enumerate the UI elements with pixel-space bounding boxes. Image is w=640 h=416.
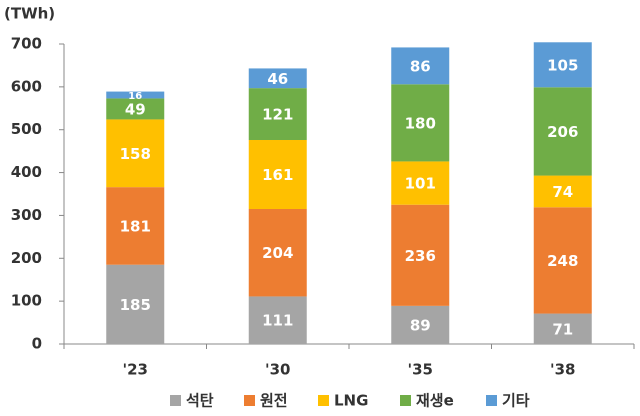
bar-segment: [391, 204, 450, 306]
legend-label: 기타: [502, 392, 530, 410]
bar-segment: [248, 140, 307, 209]
value-label: 236: [405, 247, 436, 265]
value-label: 49: [125, 100, 146, 118]
y-tick-label: 700: [11, 35, 42, 53]
value-label: 16: [128, 91, 142, 102]
bar-segment: [391, 47, 450, 85]
bar-segment: [533, 87, 592, 176]
bar-segment: [533, 313, 592, 344]
bar-segment: [106, 264, 165, 344]
bar-segment: [106, 187, 165, 265]
y-tick-label: 600: [11, 77, 42, 95]
legend-label: 석탄: [186, 392, 214, 410]
value-label: 101: [405, 175, 436, 193]
legend-swatch: [244, 395, 255, 406]
y-tick-label: 100: [11, 292, 42, 310]
value-label: 111: [262, 312, 293, 330]
value-label: 185: [120, 296, 151, 314]
value-label: 248: [547, 252, 578, 270]
x-tick-label: '35: [408, 361, 433, 379]
bar-segment: [248, 88, 307, 140]
bar-segment: [391, 161, 450, 205]
bar-segment: [533, 207, 592, 314]
value-label: 46: [267, 70, 288, 88]
legend-swatch: [170, 395, 181, 406]
legend-label: 원전: [260, 392, 288, 410]
x-tick-label: '23: [123, 361, 148, 379]
value-label: 86: [410, 57, 431, 75]
y-tick-label: 300: [11, 206, 42, 224]
value-label: 74: [552, 183, 573, 201]
legend-label: LNG: [334, 392, 368, 410]
value-label: 206: [547, 123, 578, 141]
legend-swatch: [486, 395, 497, 406]
value-label: 204: [262, 244, 293, 262]
y-tick-label: 200: [11, 249, 42, 267]
y-tick-label: 400: [11, 163, 42, 181]
bar-segment: [248, 209, 307, 297]
y-tick-label: 0: [32, 335, 42, 353]
value-label: 181: [120, 217, 151, 235]
bar-segment: [248, 296, 307, 344]
bar-segment: [106, 119, 165, 188]
legend-label: 재생e: [416, 392, 454, 410]
y-tick-label: 500: [11, 120, 42, 138]
bar-segment: [106, 98, 165, 120]
value-label: 161: [262, 166, 293, 184]
value-label: 121: [262, 106, 293, 124]
bar-segment: [248, 68, 307, 89]
value-label: 89: [410, 316, 431, 334]
legend-swatch: [400, 395, 411, 406]
value-label: 158: [120, 145, 151, 163]
bar-segment: [391, 305, 450, 344]
bar-segment: [533, 42, 592, 88]
y-axis-label: (TWh): [4, 5, 55, 23]
x-tick-label: '38: [550, 361, 575, 379]
value-label: 71: [552, 320, 573, 338]
value-label: 105: [547, 56, 578, 74]
bar-segment: [391, 84, 450, 162]
bar-segment: [533, 175, 592, 208]
value-label: 180: [405, 114, 436, 132]
x-tick-label: '30: [265, 361, 290, 379]
legend-swatch: [318, 395, 329, 406]
bar-segment: [106, 91, 165, 99]
